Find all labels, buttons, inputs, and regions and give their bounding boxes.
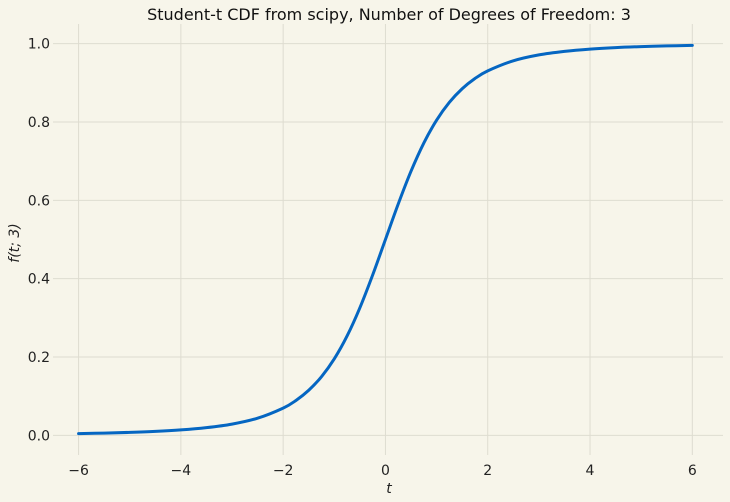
y-tick-label: 0.2 <box>28 350 50 366</box>
x-axis-ticks: −6 −4 −2 0 2 4 6 <box>68 463 697 479</box>
y-axis-ticks: 0.0 0.2 0.4 0.6 0.8 1.0 <box>28 37 50 445</box>
y-tick-label: 1.0 <box>28 37 50 53</box>
series-line <box>77 43 694 436</box>
y-tick-label: 0.0 <box>28 428 50 444</box>
x-tick-label: 0 <box>381 463 390 479</box>
y-axis-label: f(t; 3) <box>7 223 23 262</box>
plot-area <box>53 24 723 455</box>
x-tick-label: 6 <box>688 463 697 479</box>
x-tick-label: −4 <box>171 463 192 479</box>
x-tick-label: −6 <box>68 463 89 479</box>
grid <box>53 24 723 455</box>
y-tick-label: 0.6 <box>28 193 50 209</box>
x-tick-label: 2 <box>483 463 492 479</box>
y-tick-label: 0.4 <box>28 272 50 288</box>
x-tick-label: −2 <box>273 463 294 479</box>
x-tick-label: 4 <box>586 463 595 479</box>
chart-title: Student-t CDF from scipy, Number of Degr… <box>147 5 631 24</box>
x-axis-label: t <box>386 481 392 497</box>
y-tick-label: 0.8 <box>28 115 50 131</box>
